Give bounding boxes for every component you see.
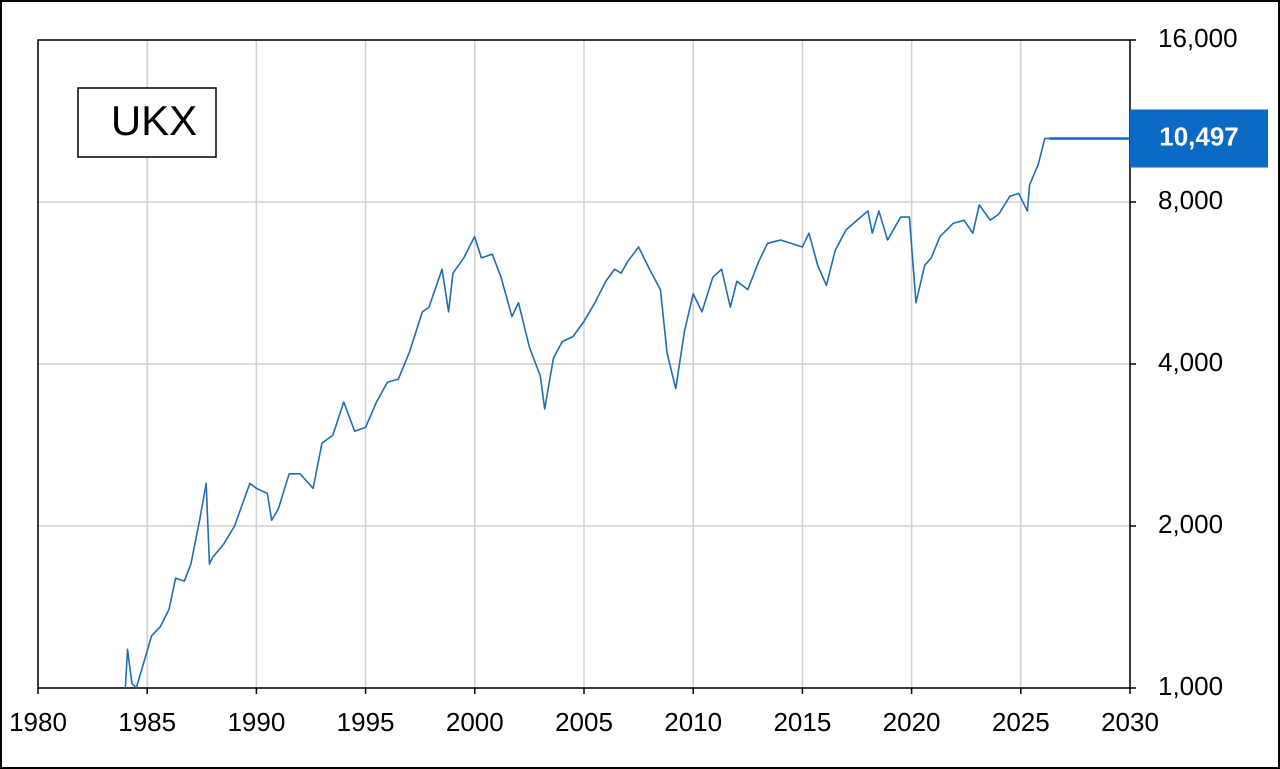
y-tick-label: 16,000 bbox=[1158, 23, 1238, 53]
x-tick-label: 2010 bbox=[664, 707, 722, 737]
x-tick-label: 1990 bbox=[227, 707, 285, 737]
x-tick-label: 1980 bbox=[9, 707, 67, 737]
x-tick-label: 1995 bbox=[337, 707, 395, 737]
x-tick-label: 2005 bbox=[555, 707, 613, 737]
x-tick-label: 2030 bbox=[1101, 707, 1159, 737]
legend-box bbox=[77, 87, 217, 158]
x-tick-label: 2015 bbox=[773, 707, 831, 737]
last-value-label: 10,497 bbox=[1159, 121, 1239, 151]
y-tick-label: 4,000 bbox=[1158, 347, 1223, 377]
y-tick-label: 1,000 bbox=[1158, 671, 1223, 701]
y-tick-label: 8,000 bbox=[1158, 185, 1223, 215]
x-tick-label: 2025 bbox=[992, 707, 1050, 737]
x-tick-label: 2020 bbox=[883, 707, 941, 737]
x-tick-label: 1985 bbox=[118, 707, 176, 737]
y-tick-label: 2,000 bbox=[1158, 509, 1223, 539]
legend-label: UKX bbox=[111, 97, 197, 144]
series-line bbox=[124, 137, 1050, 689]
last-value-box bbox=[1130, 109, 1268, 168]
x-tick-label: 2000 bbox=[446, 707, 504, 737]
marks bbox=[124, 137, 1130, 689]
